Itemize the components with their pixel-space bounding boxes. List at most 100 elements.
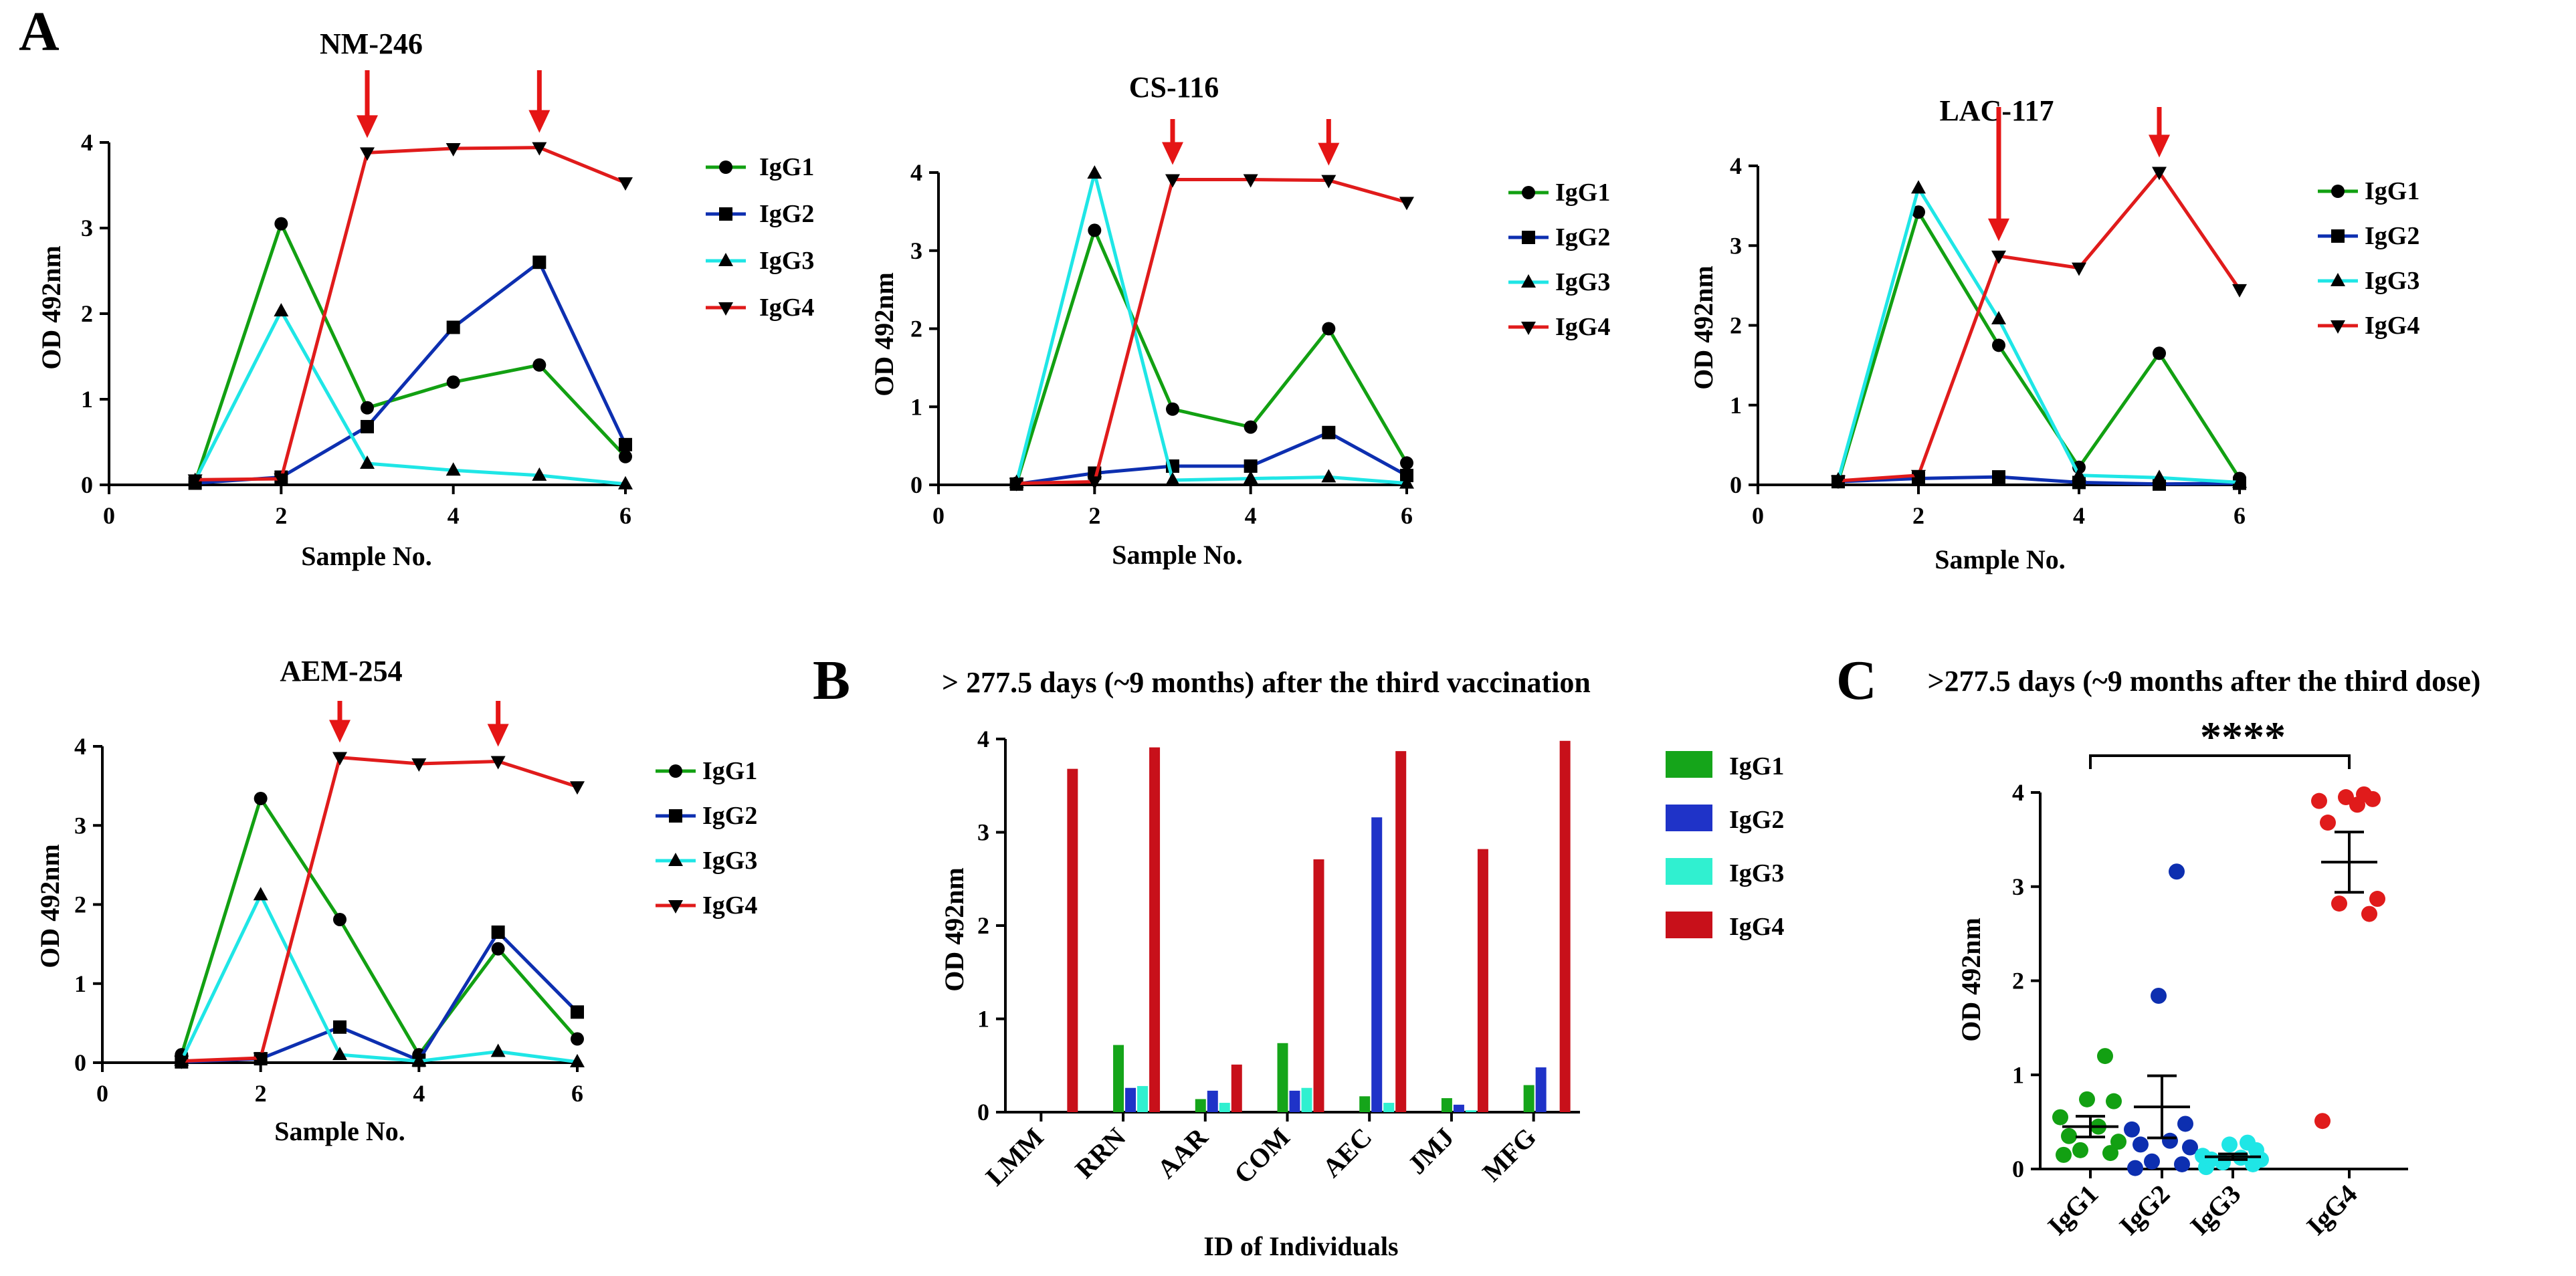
series-line-igg4 [181, 756, 578, 1063]
line-chart-plot-2: 0 1 2 3 4 0 2 4 6 [1730, 107, 2358, 529]
data-point-igg2 [446, 320, 460, 334]
data-point-igg4 [274, 473, 289, 488]
y-axis-label: OD 492nm [869, 272, 899, 397]
y-tick-label: 0 [81, 471, 93, 498]
legend-label-igg3: IgG3 [1555, 268, 1610, 296]
legend-label-igg4: IgG4 [702, 891, 757, 920]
data-point-igg4 [1009, 477, 1024, 492]
data-point-igg1 [2061, 1128, 2077, 1144]
x-tick-label: 6 [1401, 502, 1413, 529]
data-point-igg1 [491, 942, 505, 956]
bar-igg4 [1231, 1064, 1242, 1112]
data-point-igg3 [445, 462, 461, 476]
chart-title: > 277.5 days (~9 months) after the third… [942, 666, 1591, 699]
red-arrow-head [487, 724, 509, 747]
series-line-igg1 [1836, 210, 2242, 482]
legend-label-igg3: IgG3 [1729, 859, 1784, 887]
data-point-igg2 [2169, 863, 2185, 880]
panel-label-c: C [1836, 649, 1877, 712]
data-point-igg4 [1321, 175, 1336, 189]
series-line-igg3 [1015, 171, 1407, 486]
data-point-igg4 [174, 1055, 189, 1069]
legend-marker-igg2 [719, 207, 732, 221]
y-tick-label: 3 [977, 819, 989, 846]
y-tick-label: 4 [74, 733, 86, 760]
data-point-igg1 [2097, 1048, 2113, 1065]
legend-marker-igg1 [1522, 186, 1535, 199]
data-point-igg1 [446, 375, 460, 389]
x-axis-label: Sample No. [274, 1116, 405, 1146]
series-line-igg3 [180, 893, 578, 1064]
bar-igg2 [1207, 1090, 1218, 1112]
data-point-igg4 [2338, 789, 2354, 806]
x-axis-label: Sample No. [1112, 540, 1243, 570]
data-point-igg1 [254, 792, 268, 806]
red-arrow-head [1988, 218, 2009, 241]
x-tick-label: 4 [448, 502, 460, 529]
y-axis-label: OD 492nm [36, 245, 66, 370]
bar-igg3 [1383, 1103, 1395, 1112]
line-chart-aem-254: AEM-254 Sample No. OD 492nm IgG1 IgG2 Ig… [35, 655, 757, 1146]
y-tick-label: 2 [910, 316, 922, 342]
data-point-igg3 [2152, 469, 2167, 484]
bar-igg4 [1067, 768, 1078, 1112]
legend-marker-igg3 [718, 253, 733, 266]
legend-label-igg4: IgG4 [1555, 313, 1610, 341]
x-axis-label: ID of Individuals [1203, 1231, 1398, 1261]
data-point-igg4 [2232, 284, 2247, 298]
y-tick-label: 3 [910, 237, 922, 264]
line-chart-nm-246: NM-246 Sample No. OD 492nm IgG1 IgG2 IgG… [36, 27, 814, 571]
legend-label-igg2: IgG2 [1555, 223, 1610, 251]
x-tick-label: 0 [96, 1080, 108, 1107]
data-point-igg2 [2177, 1115, 2193, 1132]
x-tick-label: RRN [1069, 1122, 1131, 1184]
chart-title: >277.5 days (~9 months after the third d… [1928, 665, 2481, 698]
line-chart-cs-116: CS-116 Sample No. OD 492nm IgG1 IgG2 IgG… [869, 71, 1610, 570]
line-chart-plot-0: 0 1 2 3 4 0 2 4 6 [81, 70, 746, 529]
significance-label: **** [2200, 713, 2286, 760]
data-point-igg3 [411, 1053, 427, 1067]
scatter-chart-panel-c: >277.5 days (~9 months after the third d… [1928, 665, 2481, 1042]
series-line-igg4 [1016, 178, 1407, 486]
y-tick-label: 2 [2012, 968, 2024, 994]
chart-title: AEM-254 [280, 655, 402, 687]
x-tick-label: 2 [275, 502, 287, 529]
data-point-igg3 [490, 1043, 506, 1057]
x-tick-label: IgG4 [2300, 1179, 2363, 1241]
y-tick-label: 2 [977, 912, 989, 939]
x-axis-label: Sample No. [1935, 544, 2066, 574]
data-point-igg2 [361, 419, 374, 433]
scatter-chart-plot: 0 1 2 3 4 IgG1 IgG2 IgG3 IgG4 [2012, 754, 2408, 1241]
legend: IgG1 IgG2 IgG3 IgG4 [2365, 177, 2419, 340]
data-point-igg1 [361, 401, 374, 415]
data-point-igg3 [2240, 1134, 2256, 1151]
y-tick-label: 1 [1730, 392, 1742, 419]
y-tick-label: 3 [1730, 232, 1742, 259]
data-point-igg3 [274, 303, 289, 317]
data-point-igg2 [2144, 1153, 2160, 1170]
bar-igg3 [1137, 1085, 1149, 1112]
x-tick-label: 2 [1088, 502, 1100, 529]
x-tick-label: COM [1228, 1122, 1296, 1190]
data-point-igg1 [619, 449, 632, 463]
x-tick-label: MFG [1476, 1122, 1542, 1188]
data-point-igg4 [360, 147, 375, 161]
x-tick-label: IgG3 [2184, 1179, 2246, 1241]
data-point-igg4 [2361, 906, 2377, 922]
data-point-igg1 [1400, 456, 1413, 470]
bar-igg1 [1359, 1096, 1371, 1112]
data-point-igg4 [1087, 476, 1102, 490]
red-arrow-head [1318, 142, 1340, 166]
data-point-igg1 [2110, 1134, 2126, 1150]
legend-label-igg1: IgG1 [1555, 179, 1610, 207]
data-point-igg4 [1991, 250, 2006, 264]
legend-label-igg3: IgG3 [2365, 267, 2419, 295]
series-line-igg2 [1016, 431, 1408, 486]
y-tick-label: 0 [2012, 1156, 2024, 1182]
legend-swatch-igg4 [1666, 912, 1712, 938]
data-point-igg4 [532, 142, 547, 156]
bar-igg2 [1289, 1090, 1300, 1112]
x-tick-label: 6 [619, 502, 631, 529]
bar-igg1 [1441, 1098, 1452, 1112]
series-line-igg4 [195, 146, 626, 482]
